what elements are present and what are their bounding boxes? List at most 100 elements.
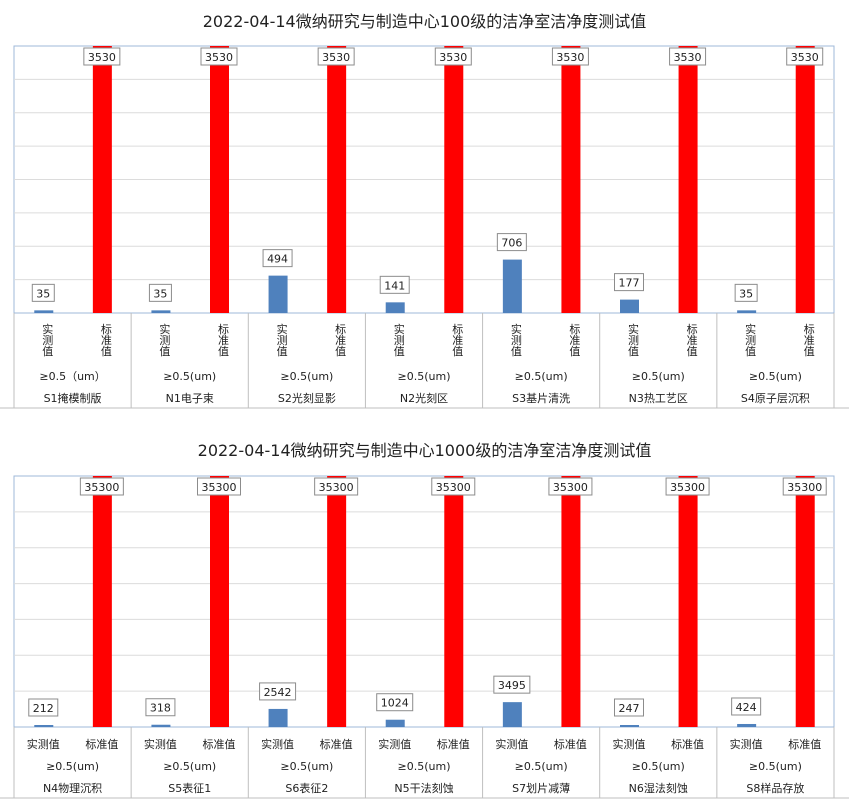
- data-label-standard: 35300: [787, 481, 822, 494]
- data-label-standard: 3530: [556, 51, 584, 64]
- room-name-label: N5干法刻蚀: [394, 781, 453, 795]
- tick-label-standard: 标准值: [802, 322, 815, 357]
- data-label-standard: 35300: [436, 481, 471, 494]
- bar-standard: [795, 46, 815, 313]
- bar-measured: [502, 259, 522, 313]
- tick-label-standard: 标准值: [554, 737, 587, 751]
- particle-size-label: ≥0.5(um): [749, 370, 802, 383]
- data-label-standard: 35300: [670, 481, 705, 494]
- data-label-measured: 35: [36, 287, 50, 300]
- data-label-measured: 1024: [381, 697, 409, 710]
- data-label-measured: 141: [384, 279, 405, 292]
- tick-label-standard: 标准值: [568, 322, 581, 357]
- bar-measured: [502, 702, 522, 727]
- bar-measured: [620, 725, 639, 727]
- data-label-measured-box: [496, 233, 527, 252]
- data-label-standard-box: [665, 477, 710, 496]
- room-name-label: S8样品存放: [746, 781, 804, 795]
- room-name-label: N3热工艺区: [629, 392, 688, 405]
- tick-label-measured: 实测值: [144, 737, 177, 751]
- data-label-measured-box: [731, 697, 762, 716]
- data-label-standard: 3530: [88, 51, 116, 64]
- particle-size-label: ≥0.5(um): [632, 760, 685, 773]
- tick-label-standard: 标准值: [217, 322, 230, 357]
- data-label-standard-box: [548, 477, 593, 496]
- tick-label-measured: 实测值: [730, 737, 763, 751]
- data-label-standard: 3530: [322, 51, 350, 64]
- data-label-measured-box: [28, 698, 59, 717]
- tick-label-standard: 标准值: [99, 322, 112, 357]
- data-label-measured: 2542: [264, 686, 292, 699]
- chart-2: 212 35300 实测值 标准值 ≥0.5(um) N4物理沉积 318 35300 实测值 标…: [0, 475, 849, 799]
- bar-standard: [444, 46, 464, 313]
- tick-label-measured: 实测值: [275, 322, 288, 357]
- data-label-measured: 3495: [498, 679, 526, 692]
- bar-measured: [151, 310, 171, 313]
- bar-measured: [151, 724, 171, 727]
- bar-measured: [34, 310, 54, 313]
- particle-size-label: ≥0.5(um): [280, 370, 333, 383]
- tick-label-measured: 实测值: [627, 322, 640, 357]
- tick-label-standard: 标准值: [203, 737, 236, 751]
- data-label-measured: 177: [619, 277, 640, 290]
- tick-label-standard: 标准值: [85, 737, 118, 751]
- tick-label-measured: 实测值: [495, 737, 528, 751]
- data-label-measured-box: [262, 249, 293, 268]
- tick-label-standard: 标准值: [671, 737, 704, 751]
- data-label-standard: 35300: [84, 481, 119, 494]
- data-label-measured-box: [614, 698, 644, 717]
- particle-size-label: ≥0.5(um): [163, 760, 216, 773]
- room-name-label: S4原子层沉积: [741, 392, 810, 405]
- particle-size-label: ≥0.5（um）: [39, 370, 105, 383]
- bar-standard: [678, 476, 698, 727]
- data-label-measured: 35: [739, 287, 753, 300]
- tick-label-measured: 实测值: [378, 737, 411, 751]
- data-label-standard-box: [786, 47, 824, 66]
- particle-size-label: ≥0.5(um): [163, 370, 216, 383]
- data-label-measured: 424: [736, 701, 757, 714]
- bar-standard: [327, 46, 347, 313]
- bar-measured: [385, 719, 405, 727]
- data-label-standard-box: [79, 477, 124, 496]
- data-label-standard-box: [197, 477, 241, 496]
- bar-standard: [678, 46, 698, 313]
- data-label-standard-box: [434, 47, 472, 66]
- particle-size-label: ≥0.5(um): [515, 370, 568, 383]
- data-label-measured-box: [614, 273, 644, 292]
- data-label-measured: 706: [501, 237, 522, 250]
- data-label-measured: 318: [150, 702, 171, 715]
- tick-label-measured: 实测值: [744, 322, 757, 357]
- particle-size-label: ≥0.5(um): [46, 760, 99, 773]
- data-label-standard: 3530: [439, 51, 467, 64]
- particle-size-label: ≥0.5(um): [398, 370, 451, 383]
- bar-standard: [92, 46, 112, 313]
- bar-standard: [327, 476, 347, 727]
- data-label-standard-box: [314, 477, 359, 496]
- bar-standard: [561, 476, 581, 727]
- data-label-measured-box: [31, 283, 55, 302]
- room-name-label: S2光刻显影: [278, 391, 336, 405]
- data-label-measured-box: [734, 283, 758, 302]
- room-name-label: N1电子束: [166, 392, 214, 405]
- bar-standard: [92, 476, 112, 727]
- room-name-label: S6表征2: [285, 781, 328, 795]
- room-name-label: S7划片减薄: [512, 781, 570, 795]
- particle-size-label: ≥0.5(um): [398, 760, 451, 773]
- bar-measured: [737, 310, 757, 313]
- tick-label-measured: 实测值: [41, 322, 54, 357]
- data-label-measured: 247: [619, 702, 640, 715]
- tick-label-standard: 标准值: [451, 322, 464, 357]
- data-label-measured-box: [148, 283, 172, 302]
- plot-area: [13, 475, 835, 728]
- data-label-standard-box: [83, 47, 121, 66]
- bar-measured: [737, 723, 757, 727]
- tick-label-measured: 实测值: [261, 737, 294, 751]
- bar-measured: [268, 708, 288, 727]
- particle-size-label: ≥0.5(um): [749, 760, 802, 773]
- data-label-measured: 212: [33, 702, 54, 715]
- data-label-measured-box: [376, 693, 414, 712]
- data-label-standard: 3530: [205, 51, 233, 64]
- data-label-standard-box: [551, 47, 589, 66]
- room-name-label: S1掩模制版: [44, 391, 102, 405]
